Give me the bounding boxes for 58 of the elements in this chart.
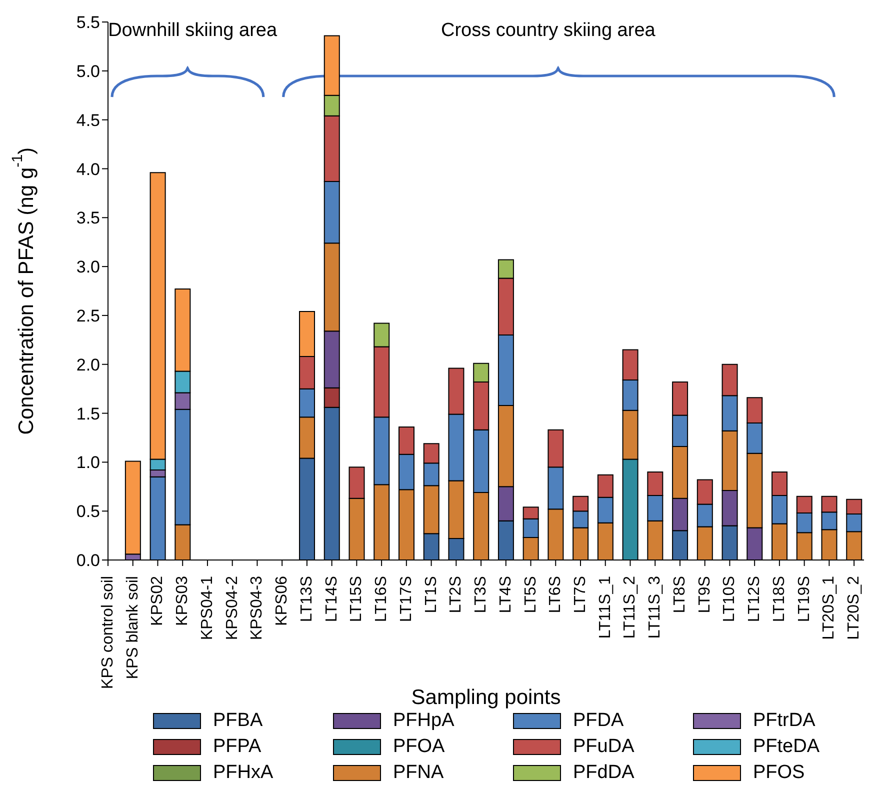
y-tick-label: 2.0 — [76, 355, 100, 374]
x-tick-label: KPS04-2 — [224, 576, 241, 640]
x-tick-label: LT15S — [348, 576, 366, 622]
y-tick-label: 3.0 — [76, 258, 100, 277]
x-tick-label: LT13S — [298, 576, 316, 622]
legend-label: PFOA — [393, 736, 445, 758]
legend-label: PFHpA — [393, 710, 454, 732]
x-tick-label: LT16S — [373, 576, 390, 622]
x-tick-label: KPS04-1 — [198, 576, 216, 640]
x-tick-label: LT20S_2 — [846, 576, 863, 640]
legend-label: PFBA — [213, 710, 263, 732]
annotation: Cross country skiing area — [440, 20, 656, 41]
x-tick-label: LT5S — [522, 576, 540, 614]
x-tick-label: KPS06 — [274, 576, 291, 626]
x-tick-label: LT8S — [671, 576, 688, 614]
legend-label: PFteDA — [753, 736, 820, 758]
legend-label: PFNA — [393, 762, 444, 784]
x-tick-label: LT12S — [746, 576, 764, 622]
x-tick-label: KPS02 — [149, 576, 166, 626]
x-tick-label: LT14S — [323, 576, 340, 622]
y-tick-label: 5.5 — [76, 13, 100, 32]
legend-label: PFPA — [213, 736, 262, 758]
x-tick-label: KPS04-3 — [248, 576, 266, 640]
x-tick-label: LT10S — [721, 576, 738, 622]
annotation: Downhill skiing area — [108, 20, 278, 41]
x-tick-label: LT17S — [398, 576, 415, 622]
y-tick-label: 5.0 — [76, 62, 100, 81]
x-tick-label: LT19S — [796, 576, 813, 622]
y-tick-label: 2.5 — [76, 306, 100, 326]
x-tick-label: LT18S — [770, 576, 788, 622]
legend-label: PFuDA — [573, 736, 634, 758]
y-tick-label: 1.0 — [76, 453, 100, 472]
x-tick-label: LT3S — [472, 576, 490, 614]
x-tick-label: LT7S — [572, 576, 589, 614]
y-tick-label: 1.5 — [76, 404, 100, 424]
x-tick-label: KPS blank soil — [124, 576, 142, 680]
x-tick-label: LT9S — [696, 576, 714, 614]
y-tick-label: 0.0 — [76, 551, 100, 570]
x-tick-label: LT2S — [448, 576, 465, 614]
legend-label: PFHxA — [213, 762, 274, 784]
y-tick-label: 4.0 — [76, 160, 100, 179]
y-tick-label: 0.5 — [76, 502, 100, 522]
legend-label: PFDA — [573, 710, 624, 732]
x-tick-label: LT6S — [547, 576, 564, 614]
x-tick-label: LT11S_2 — [622, 576, 639, 639]
y-tick-label: 3.5 — [76, 208, 100, 228]
x-tick-label: LT20S_1 — [820, 576, 838, 640]
x-tick-label: LT4S — [497, 576, 514, 614]
x-tick-label: KPS control soil — [100, 576, 116, 689]
x-tick-label: LT1S — [422, 576, 440, 614]
legend-label: PFOS — [753, 762, 805, 784]
x-tick-label: KPS03 — [174, 576, 192, 626]
y-tick-label: 4.5 — [76, 110, 100, 130]
x-tick-label: LT11S_1 — [596, 576, 614, 639]
legend-label: PFtrDA — [753, 710, 816, 732]
x-axis-title: Sampling points — [411, 686, 561, 709]
x-tick-label: LT11S_3 — [646, 576, 664, 639]
legend-label: PFdDA — [573, 762, 634, 784]
